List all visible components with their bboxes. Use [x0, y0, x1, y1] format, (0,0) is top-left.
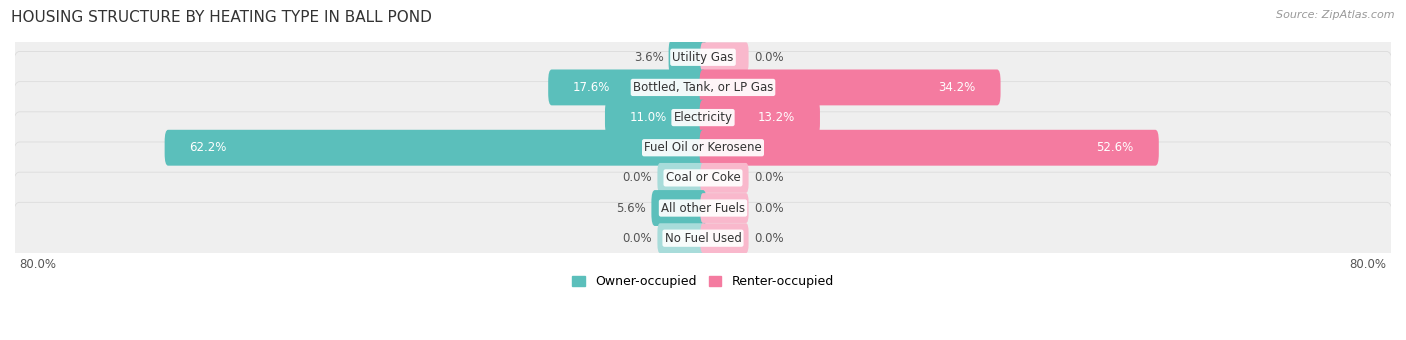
Text: 3.6%: 3.6%	[634, 51, 664, 64]
Text: 17.6%: 17.6%	[574, 81, 610, 94]
FancyBboxPatch shape	[700, 100, 820, 136]
FancyBboxPatch shape	[13, 202, 1393, 274]
FancyBboxPatch shape	[165, 130, 706, 166]
Text: 0.0%: 0.0%	[755, 202, 785, 215]
Text: 52.6%: 52.6%	[1097, 141, 1133, 154]
Text: 0.0%: 0.0%	[755, 51, 785, 64]
FancyBboxPatch shape	[651, 190, 706, 226]
Text: No Fuel Used: No Fuel Used	[665, 232, 741, 245]
Text: Coal or Coke: Coal or Coke	[665, 171, 741, 184]
FancyBboxPatch shape	[669, 39, 706, 75]
FancyBboxPatch shape	[13, 52, 1393, 123]
FancyBboxPatch shape	[700, 163, 748, 193]
FancyBboxPatch shape	[13, 112, 1393, 184]
FancyBboxPatch shape	[658, 223, 706, 253]
FancyBboxPatch shape	[13, 142, 1393, 214]
Text: Fuel Oil or Kerosene: Fuel Oil or Kerosene	[644, 141, 762, 154]
Text: HOUSING STRUCTURE BY HEATING TYPE IN BALL POND: HOUSING STRUCTURE BY HEATING TYPE IN BAL…	[11, 10, 432, 25]
FancyBboxPatch shape	[700, 193, 748, 223]
Text: 34.2%: 34.2%	[938, 81, 976, 94]
Text: 13.2%: 13.2%	[758, 111, 794, 124]
Text: All other Fuels: All other Fuels	[661, 202, 745, 215]
FancyBboxPatch shape	[700, 42, 748, 72]
FancyBboxPatch shape	[658, 163, 706, 193]
Text: 80.0%: 80.0%	[20, 258, 56, 271]
FancyBboxPatch shape	[548, 69, 706, 105]
Legend: Owner-occupied, Renter-occupied: Owner-occupied, Renter-occupied	[568, 270, 838, 293]
FancyBboxPatch shape	[700, 69, 1001, 105]
Text: 0.0%: 0.0%	[621, 171, 651, 184]
Text: 11.0%: 11.0%	[630, 111, 668, 124]
Text: Utility Gas: Utility Gas	[672, 51, 734, 64]
FancyBboxPatch shape	[13, 82, 1393, 153]
FancyBboxPatch shape	[13, 21, 1393, 93]
Text: 5.6%: 5.6%	[616, 202, 647, 215]
Text: 0.0%: 0.0%	[621, 232, 651, 245]
Text: 62.2%: 62.2%	[190, 141, 226, 154]
FancyBboxPatch shape	[13, 172, 1393, 244]
Text: 80.0%: 80.0%	[1350, 258, 1386, 271]
Text: 0.0%: 0.0%	[755, 171, 785, 184]
FancyBboxPatch shape	[700, 130, 1159, 166]
Text: Bottled, Tank, or LP Gas: Bottled, Tank, or LP Gas	[633, 81, 773, 94]
Text: Source: ZipAtlas.com: Source: ZipAtlas.com	[1277, 10, 1395, 20]
FancyBboxPatch shape	[605, 100, 706, 136]
Text: 0.0%: 0.0%	[755, 232, 785, 245]
FancyBboxPatch shape	[700, 223, 748, 253]
Text: Electricity: Electricity	[673, 111, 733, 124]
